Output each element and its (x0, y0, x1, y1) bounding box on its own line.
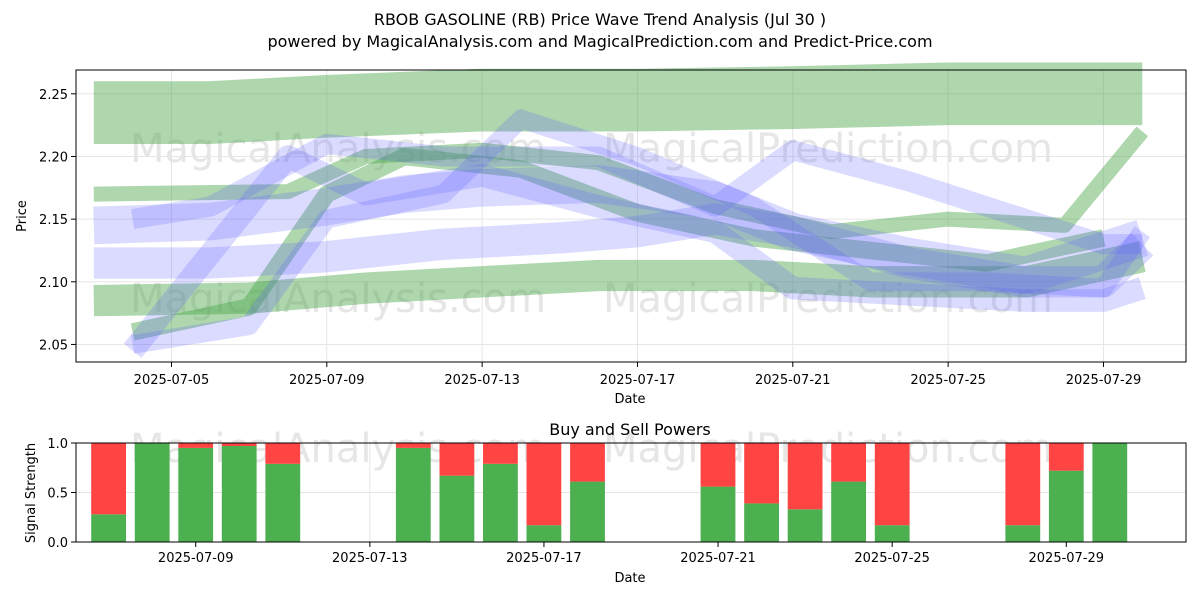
price-band-blue (131, 109, 1151, 354)
sell-bar (831, 443, 866, 482)
watermark-text: MagicalPrediction.com (603, 276, 1053, 322)
price-x-tick-label: 2025-07-13 (444, 373, 520, 388)
sell-bar (91, 443, 126, 515)
buy-bar (787, 509, 823, 542)
price-axes: 2025-07-05 2025-07-09 2025-07-13 2025-07-17… (39, 88, 1141, 388)
sell-bar (1048, 443, 1084, 471)
buy-bar (1005, 525, 1041, 542)
sell-bar (221, 443, 257, 446)
sell-bar (526, 443, 562, 526)
price-y-tick-label: 2.20 (39, 150, 68, 165)
price-plot-frame (75, 69, 1187, 363)
signal-y-label: Signal Strength (24, 443, 39, 543)
signal-x-label: Date (614, 571, 645, 586)
sell-bar (1005, 443, 1041, 526)
signal-x-tick-label: 2025-07-09 (158, 551, 234, 566)
buy-bar (178, 447, 214, 542)
sell-bar (874, 443, 910, 526)
price-x-tick-label: 2025-07-09 (289, 373, 365, 388)
signal-chart-title: Buy and Sell Powers (549, 420, 711, 439)
price-y-tick-label: 2.10 (39, 276, 68, 291)
buy-bar (526, 525, 562, 542)
price-band-blue (93, 165, 1149, 295)
signal-x-tick-label: 2025-07-17 (506, 551, 582, 566)
price-y-tick-label: 2.15 (39, 213, 68, 228)
signal-y-tick-label: 0.5 (47, 487, 68, 502)
price-grid (76, 70, 1186, 362)
price-band-green (93, 126, 1149, 240)
buy-bar (395, 447, 431, 542)
signal-x-tick-label: 2025-07-13 (332, 551, 408, 566)
price-x-label: Date (614, 392, 645, 407)
sell-bar (700, 443, 736, 487)
buy-bar (1092, 443, 1128, 542)
price-band-green (93, 241, 1146, 317)
price-band-blue (93, 203, 1154, 298)
sell-bar (395, 443, 431, 448)
watermark-text: MagicalAnalysis.com (130, 276, 546, 322)
buy-bar (221, 446, 257, 542)
price-x-tick-label: 2025-07-17 (600, 373, 676, 388)
signal-x-tick-label: 2025-07-21 (680, 551, 756, 566)
buy-bar (570, 481, 605, 542)
signal-y-tick-label: 0.0 (47, 536, 68, 551)
chart-title: RBOB GASOLINE (RB) Price Wave Trend Anal… (373, 10, 827, 29)
price-x-tick-label: 2025-07-29 (1066, 373, 1142, 388)
buy-bar (483, 463, 518, 542)
price-band-blue (131, 133, 1143, 255)
buy-bar (744, 503, 779, 542)
buy-bar (831, 481, 866, 542)
sell-bar (570, 443, 605, 482)
buy-bar (265, 463, 301, 542)
sell-bar (178, 443, 214, 448)
signal-axes: 2025-07-09 2025-07-13 2025-07-17 2025-07-21… (47, 437, 1104, 566)
sell-bar (787, 443, 823, 510)
watermark-text: MagicalPrediction.com (603, 426, 1053, 472)
price-band-green (130, 147, 1106, 341)
watermark-text: MagicalPrediction.com (603, 126, 1053, 172)
signal-bars (91, 443, 1128, 542)
buy-bar (1048, 470, 1084, 542)
buy-bar (134, 443, 170, 542)
price-band-blue (123, 145, 1146, 358)
price-bands (93, 62, 1154, 358)
signal-x-tick-label: 2025-07-29 (1029, 551, 1105, 566)
price-band-green (93, 62, 1143, 144)
buy-bar (91, 514, 126, 542)
sell-bar (439, 443, 475, 476)
price-x-tick-label: 2025-07-25 (910, 373, 986, 388)
price-x-tick-label: 2025-07-05 (134, 373, 210, 388)
buy-bar (700, 486, 736, 542)
signal-y-tick-label: 1.0 (47, 437, 68, 452)
chart-subtitle: powered by MagicalAnalysis.com and Magic… (267, 32, 933, 51)
sell-bar (483, 443, 518, 464)
price-y-tick-label: 2.25 (39, 88, 68, 103)
price-x-tick-label: 2025-07-21 (755, 373, 831, 388)
watermark-text: MagicalAnalysis.com (130, 126, 546, 172)
signal-x-tick-label: 2025-07-25 (854, 551, 930, 566)
sell-bar (744, 443, 779, 504)
buy-bar (439, 475, 475, 542)
price-y-label: Price (15, 200, 30, 232)
price-y-tick-label: 2.05 (39, 338, 68, 353)
buy-bar (874, 525, 910, 542)
sell-bar (265, 443, 301, 464)
